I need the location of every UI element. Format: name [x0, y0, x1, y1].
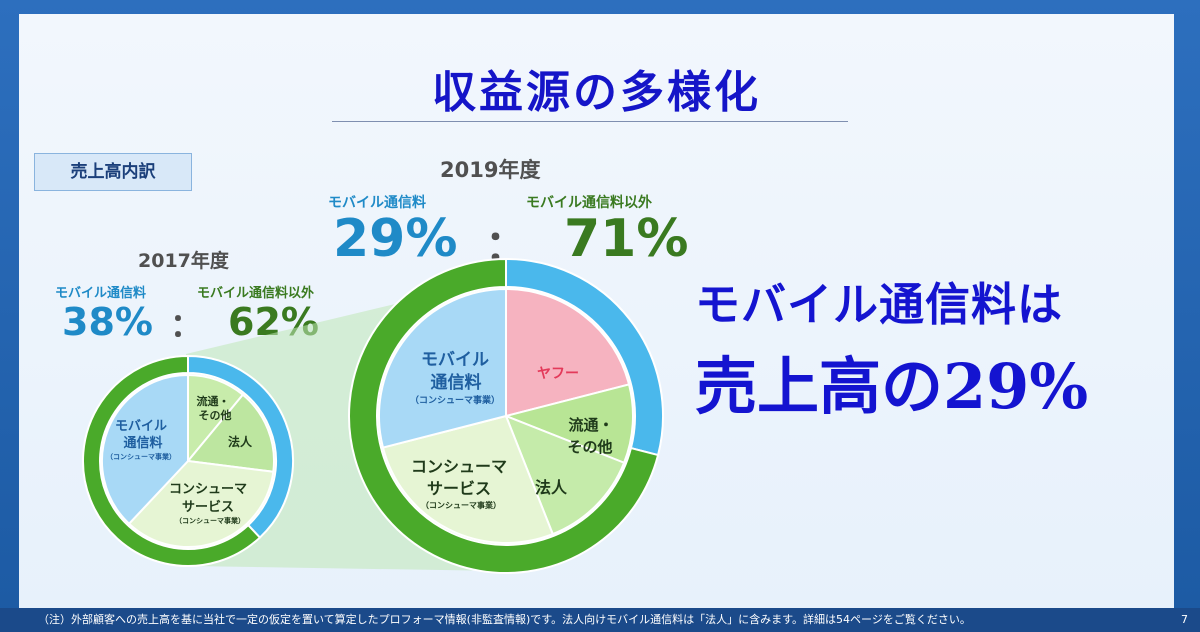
fy2017-label-mobile-sub: （コンシューマ事業）	[106, 452, 176, 461]
fy2019-label-retail-1: 流通・	[568, 416, 613, 434]
footer-bar: （注）外部顧客への売上高を基に当社で一定の仮定を置いて算定したプロフォーマ情報(…	[0, 608, 1200, 632]
fy2017-year: 2017年度	[138, 250, 229, 272]
fy2019-inner-slice-2	[504, 414, 626, 536]
page-number: 7	[1181, 613, 1188, 626]
chart-2019	[348, 257, 664, 574]
fy2019-outer-slice-1	[348, 257, 660, 574]
fy2017-colon: ：	[170, 306, 203, 344]
footnote-text: （注）外部顧客への売上高を基に当社で一定の仮定を置いて算定したプロフォーマ情報(…	[38, 613, 971, 626]
chart-2017	[82, 354, 294, 567]
fy2017-label-retail-1: 流通・	[197, 394, 230, 408]
fy2017-other-label: モバイル通信料以外	[197, 286, 315, 301]
fy2017-outer-slice-1	[82, 354, 262, 567]
title-divider	[332, 121, 848, 122]
fy2019-label-mobile-sub: （コンシューマ事業）	[410, 394, 500, 406]
fy2017-label-consumer-1: コンシューマ	[169, 482, 247, 497]
fy2019-label-retail-2: その他	[567, 438, 612, 456]
headline-line1: モバイル通信料は	[695, 278, 1064, 331]
fy2019-label-mobile-1: モバイル	[421, 350, 489, 370]
fy2019-inner-slice-3	[381, 414, 555, 544]
fy2017-mobile-pct: 38%	[62, 300, 153, 344]
fy2017-inner-slice-1	[186, 393, 275, 473]
fy2019-inner-slice-4	[378, 287, 507, 449]
fy2019-label-consumer-1: コンシューマ	[411, 457, 507, 476]
fy2019-year: 2019年度	[440, 158, 541, 182]
fy2017-inner-slice-2	[127, 459, 275, 548]
fy2019-label-yahoo: ヤフー	[537, 366, 579, 382]
fy2019-label-consumer-2: サービス	[427, 479, 491, 498]
headline-line2: 売上高の29%	[695, 350, 1089, 423]
fy2017-label-mobile-2: 通信料	[123, 435, 162, 451]
fy2019-mobile-pct: 29%	[333, 209, 458, 269]
fy2019-label-corporate: 法人	[535, 478, 568, 497]
fy2019-other-label: モバイル通信料以外	[526, 195, 652, 211]
fy2017-label-consumer-2: サービス	[182, 499, 234, 515]
fy2017-label-retail-2: その他	[199, 408, 232, 422]
fy2019-inner-slice-1	[502, 383, 634, 465]
fy2019-label-consumer-sub: （コンシューマ事業）	[421, 500, 501, 510]
page-title: 収益源の多様化	[432, 67, 761, 118]
fy2017-label-consumer-sub: （コンシューマ事業）	[175, 516, 245, 525]
fy2017-inner-slice-3	[101, 373, 189, 526]
fy2019-mobile-label: モバイル通信料	[328, 195, 426, 211]
fy2019-label-mobile-2: 通信料	[431, 372, 482, 393]
breakdown-tag: 売上高内訳	[34, 153, 192, 191]
fy2017-label-corporate: 法人	[228, 434, 253, 449]
fy2017-label-mobile-1: モバイル	[115, 419, 167, 434]
fy2019-inner-slice-0	[505, 287, 631, 418]
fy2017-mobile-label: モバイル通信料	[55, 286, 147, 301]
fy2019-other-pct: 71%	[564, 209, 689, 269]
